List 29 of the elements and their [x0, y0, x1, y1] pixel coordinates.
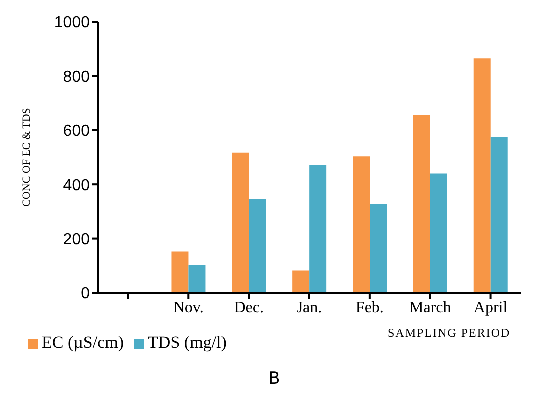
bar	[188, 265, 206, 293]
x-tick-label: Jan.	[296, 299, 322, 316]
y-tick-label: 800	[63, 68, 90, 86]
bar	[353, 156, 370, 293]
bar	[232, 152, 250, 293]
y-tick-label: 400	[63, 177, 90, 194]
legend-label: TDS (mg/l)	[148, 333, 227, 352]
x-tick-label: April	[474, 299, 508, 316]
bar	[172, 252, 189, 293]
x-tick-label: Dec.	[234, 299, 264, 316]
x-tick-label: March	[409, 299, 452, 316]
y-tick-label: 600	[63, 123, 90, 140]
legend-label: EC (µS/cm)	[42, 333, 124, 352]
y-tick-label: 200	[63, 231, 90, 248]
y-axis-title: CONC OF EC & TDS	[20, 108, 33, 207]
y-tick-label: 1000	[54, 14, 90, 32]
y-tick-label: 0	[81, 286, 90, 303]
bar	[430, 174, 448, 293]
x-tick-label: Feb.	[356, 299, 384, 316]
text: B	[268, 369, 282, 389]
bar	[310, 165, 327, 293]
bar	[370, 204, 388, 293]
bar	[474, 58, 491, 293]
bar	[413, 115, 430, 293]
x-tick-label: Nov.	[173, 299, 204, 316]
bar	[249, 198, 266, 293]
bar	[292, 270, 310, 293]
bar	[490, 137, 508, 293]
x-axis-title: SAMPLING PERIOD	[388, 326, 511, 341]
